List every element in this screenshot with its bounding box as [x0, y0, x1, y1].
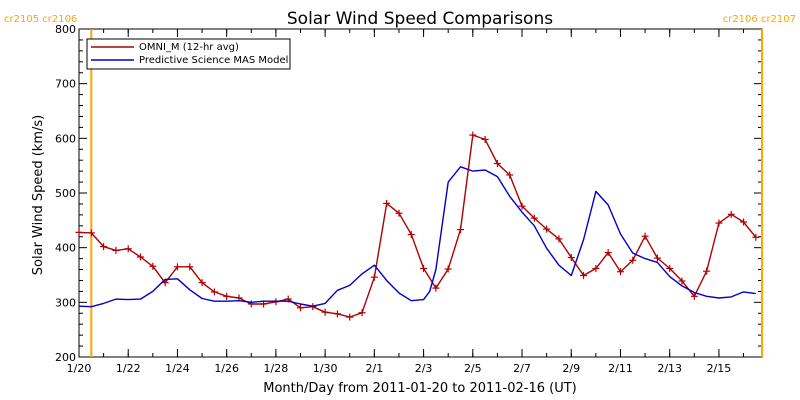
data-point [75, 228, 83, 236]
x-tick-label: 2/9 [562, 362, 580, 375]
data-point [87, 229, 95, 237]
data-point [456, 226, 464, 234]
data-point [555, 235, 563, 243]
series-layer [75, 131, 760, 321]
data-point [592, 264, 600, 272]
data-point [346, 313, 354, 321]
data-point [112, 246, 120, 254]
data-point [100, 243, 108, 251]
data-point [616, 268, 624, 276]
data-point [383, 199, 391, 207]
carrington-label: cr2105 cr2106 [4, 14, 77, 25]
data-point [641, 232, 649, 240]
y-tick-label: 500 [55, 187, 76, 200]
x-tick-label: 2/13 [657, 362, 682, 375]
x-tick-label: 2/7 [513, 362, 531, 375]
data-point [137, 253, 145, 261]
x-tick-label: 1/28 [264, 362, 289, 375]
x-tick-label: 2/11 [608, 362, 633, 375]
data-point [407, 231, 415, 239]
y-tick-label: 600 [55, 132, 76, 145]
chart-title: Solar Wind Speed Comparisons [287, 9, 553, 29]
data-point [543, 225, 551, 233]
series-line-0 [78, 134, 757, 318]
data-point [653, 254, 661, 262]
data-point [629, 256, 637, 264]
data-point [210, 288, 218, 296]
x-axis-label: Month/Day from 2011-01-20 to 2011-02-16 … [263, 381, 576, 396]
y-tick-label: 300 [55, 296, 76, 309]
data-point [186, 263, 194, 271]
y-axis-label: Solar Wind Speed (km/s) [31, 115, 46, 275]
data-point [444, 265, 452, 273]
data-point [432, 284, 440, 292]
plot-area [78, 28, 763, 358]
data-point [198, 279, 206, 287]
data-point [727, 210, 735, 218]
data-point [715, 219, 723, 227]
data-point [752, 233, 760, 241]
data-point [297, 304, 305, 312]
x-tick-label: 1/30 [313, 362, 338, 375]
data-point [481, 135, 489, 143]
x-tick-label: 1/20 [67, 362, 92, 375]
data-point [506, 171, 514, 179]
x-tick-label: 2/3 [415, 362, 433, 375]
data-point [604, 249, 612, 257]
x-tick-label: 2/15 [707, 362, 732, 375]
data-point [493, 159, 501, 167]
y-tick-label: 700 [55, 78, 76, 91]
data-point [358, 309, 366, 317]
x-axis: 1/20 1/22 1/24 1/26 1/28 1/30 2/1 2/3 2/5 2/7 2/9 2… [67, 29, 745, 375]
data-point [173, 263, 181, 271]
y-tick-label: 400 [55, 242, 76, 255]
x-tick-label: 1/24 [165, 362, 190, 375]
data-point [703, 267, 711, 275]
data-point [666, 264, 674, 272]
data-point [690, 292, 698, 300]
legend-label-omni: OMNI_M (12-hr avg) [139, 42, 239, 53]
data-point [740, 218, 748, 226]
data-point [149, 262, 157, 270]
x-tick-label: 2/1 [365, 362, 383, 375]
data-point [518, 202, 526, 210]
legend: OMNI_M (12-hr avg) Predictive Science MA… [86, 38, 291, 70]
y-tick-label: 800 [55, 23, 76, 36]
data-point [420, 264, 428, 272]
carrington-label: cr2106 cr2107 [723, 14, 796, 25]
series-line-1 [78, 166, 756, 308]
data-point [124, 245, 132, 253]
data-point [321, 308, 329, 316]
x-tick-label: 2/5 [464, 362, 482, 375]
data-point [469, 131, 477, 139]
data-point [580, 272, 588, 280]
carrington-markers: cr2105 cr2106 cr2106 cr2107 [4, 14, 796, 357]
data-point [530, 214, 538, 222]
data-point [678, 277, 686, 285]
data-point [395, 209, 403, 217]
data-point [370, 273, 378, 281]
data-point [333, 310, 341, 318]
data-point [223, 292, 231, 300]
x-tick-label: 1/22 [116, 362, 141, 375]
legend-label-model: Predictive Science MAS Model [139, 55, 288, 66]
y-axis: 200 300 400 500 600 700 800 [55, 23, 762, 364]
data-point [567, 254, 575, 262]
plot-frame [78, 28, 763, 358]
y-tick-label: 200 [55, 351, 76, 364]
legend-box [86, 38, 291, 70]
x-tick-label: 1/26 [214, 362, 239, 375]
